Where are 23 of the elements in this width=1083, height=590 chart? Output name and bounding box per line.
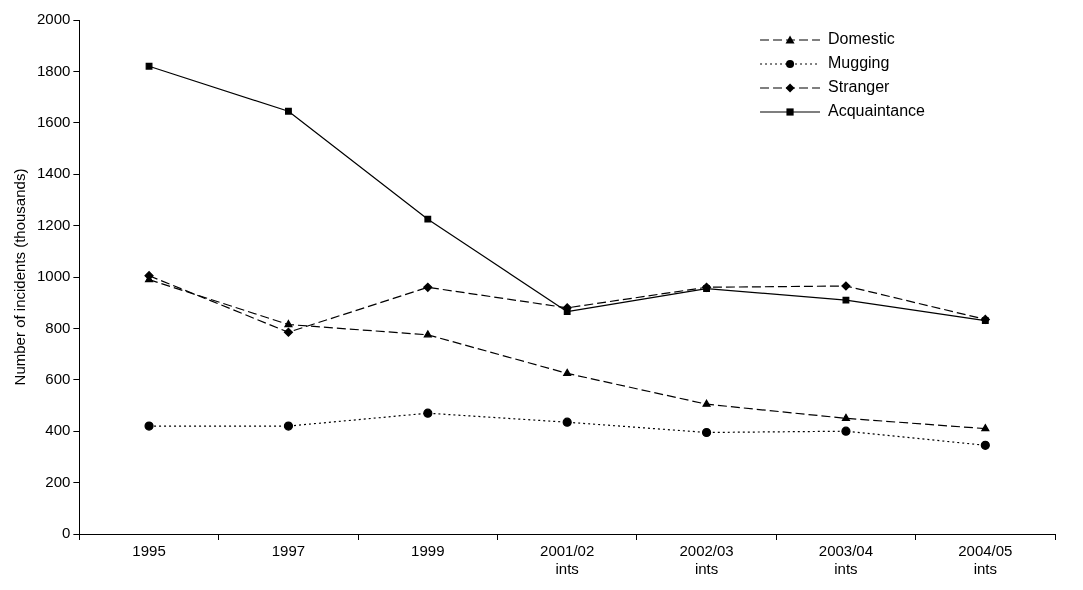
legend-label: Domestic (828, 30, 895, 48)
x-tick-label: 2004/05 ints (958, 542, 1013, 578)
y-tick-label: 800 (45, 318, 71, 336)
legend-label: Stranger (828, 78, 891, 96)
x-tick-label: 2002/03 ints (679, 542, 734, 578)
y-tick-label: 0 (62, 524, 71, 542)
y-tick-label: 1600 (36, 112, 71, 130)
y-axis-title: Number of incidents (thousands) (11, 168, 29, 386)
y-tick-label: 200 (45, 472, 71, 490)
legend-label: Mugging (828, 54, 890, 72)
y-tick-label: 1200 (36, 215, 71, 233)
x-tick-label: 2003/04 ints (818, 542, 874, 578)
y-tick-label: 400 (45, 421, 71, 439)
x-tick-label: 1997 (271, 542, 306, 560)
x-tick-label: 1995 (132, 542, 166, 560)
y-tick-label: 2000 (36, 10, 71, 28)
legend-label: Acquaintance (828, 102, 926, 120)
x-tick-label: 1999 (411, 542, 445, 560)
y-tick-label: 1400 (36, 164, 71, 182)
y-tick-label: 1000 (36, 267, 71, 285)
x-tick-label: 2001/02 ints (540, 542, 595, 578)
y-tick-label: 600 (45, 369, 71, 387)
y-tick-label: 1800 (36, 61, 71, 79)
